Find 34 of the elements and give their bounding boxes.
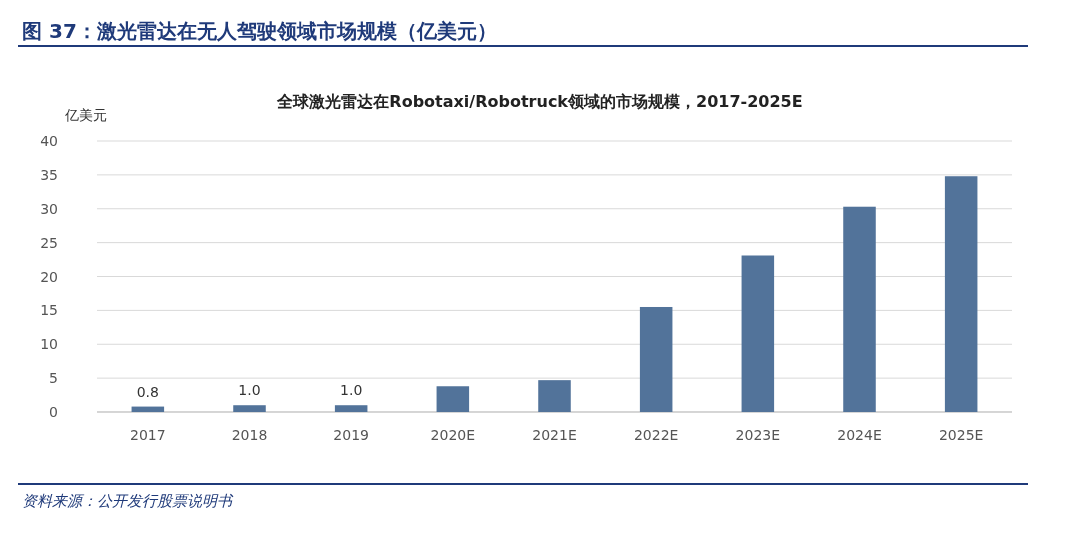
data-label: 1.0 <box>340 382 363 399</box>
x-tick-label: 2020E <box>430 427 476 443</box>
x-tick-label: 2021E <box>532 427 577 443</box>
chart-subtitle: 全球激光雷达在Robotaxi/Robotruck领域的市场规模，2017-2025E <box>276 92 803 111</box>
text: 资料来源：公开发行股票说明书 <box>22 492 234 510</box>
x-tick-label: 2024E <box>837 427 882 443</box>
x-tick-label: 2018 <box>231 427 268 443</box>
y-axis-title: 亿美元 <box>64 107 107 123</box>
y-tick-label: 15 <box>40 302 58 319</box>
y-tick-label: 10 <box>40 336 58 353</box>
y-tick-label: 0 <box>49 404 58 420</box>
bar <box>741 255 775 412</box>
bar <box>436 386 470 412</box>
bar <box>538 380 571 412</box>
chart-title: 图 37：激光雷达在无人驾驶领域市场规模（亿美元） <box>22 19 497 43</box>
bar <box>944 176 978 412</box>
y-tick-label: 30 <box>40 200 58 217</box>
y-tick-label: 25 <box>40 234 58 251</box>
y-tick-label: 35 <box>40 166 58 183</box>
x-tick-label: 2025E <box>938 427 984 443</box>
data-label: 1.0 <box>238 382 261 399</box>
x-tick-label: 2017 <box>130 427 166 443</box>
data-label: 0.8 <box>136 383 159 400</box>
y-tick-label: 5 <box>49 370 58 387</box>
bar <box>233 405 266 412</box>
bar <box>131 406 165 412</box>
y-tick-label: 20 <box>40 268 58 285</box>
x-tick-label: 2023E <box>735 427 781 443</box>
bar <box>639 306 673 412</box>
y-tick-label: 40 <box>40 133 58 149</box>
x-tick-label: 2019 <box>333 427 369 443</box>
bar <box>843 206 876 412</box>
bar <box>334 405 368 412</box>
x-tick-label: 2022E <box>633 427 679 443</box>
